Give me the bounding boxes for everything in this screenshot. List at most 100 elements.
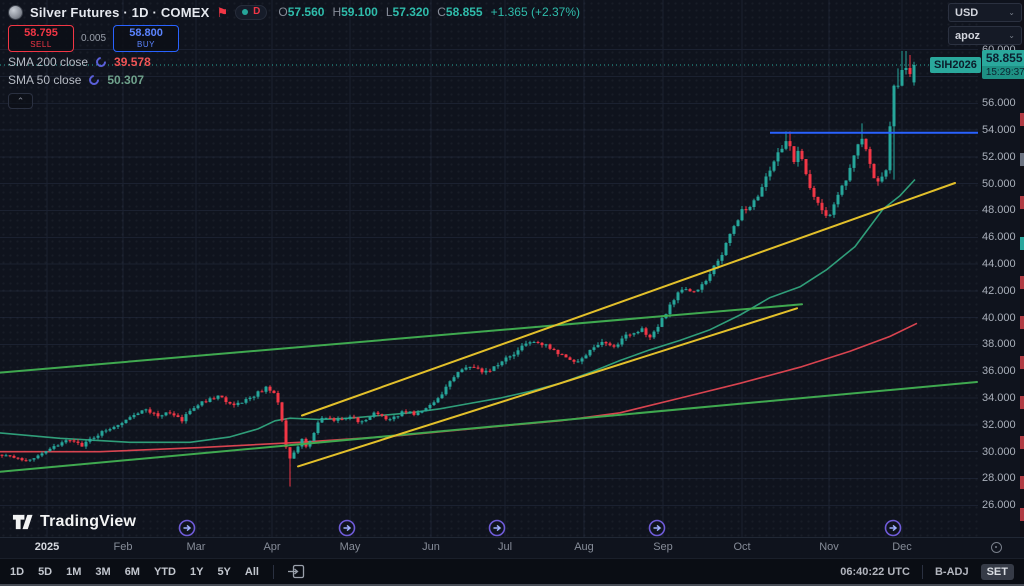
candle-body — [152, 412, 156, 414]
price-axis[interactable]: 60.00056.00054.00052.00050.00048.00046.0… — [978, 0, 1020, 537]
market-status-toggle[interactable]: D — [235, 4, 268, 20]
yellow-wedge-upper-trendline[interactable] — [301, 182, 956, 417]
candle-body — [288, 447, 292, 459]
edge-mark — [1020, 508, 1024, 521]
candle-body — [64, 440, 68, 443]
candle-body — [424, 408, 428, 411]
candle-body — [292, 452, 296, 459]
chart-canvas[interactable]: Silver Futures · 1D · COMEX ⚑ D O57.560 … — [0, 0, 1024, 537]
candle-body — [240, 402, 244, 404]
candle-body — [8, 455, 12, 457]
time-axis[interactable]: 2025 Feb Mar Apr May Jun Jul Aug Sep Oct Nov Dec — [0, 537, 1024, 558]
sell-button[interactable]: 58.795 SELL — [8, 25, 74, 52]
price-axis-label: 46.000 — [982, 231, 1016, 244]
candle-body — [540, 342, 544, 346]
interval-label: 1D — [131, 4, 149, 20]
candle-body — [632, 333, 636, 335]
candle-body — [608, 343, 612, 346]
candle-body — [636, 331, 640, 334]
candle-body — [120, 423, 124, 426]
candle-body — [520, 345, 524, 351]
unit-selectors: USD ⌄ apoz ⌄ — [948, 3, 1022, 45]
timezone-clock-icon[interactable] — [991, 542, 1002, 553]
time-axis-label: May — [339, 541, 361, 553]
green-channel-lower-trendline[interactable] — [0, 381, 978, 473]
unit-selector[interactable]: apoz ⌄ — [948, 26, 1022, 45]
candle-body — [136, 413, 140, 415]
yellow-wedge-lower-trendline[interactable] — [297, 307, 798, 468]
last-price-label: SIH2026 58.855 15:29:37 — [930, 50, 1024, 79]
candle-body — [856, 144, 860, 156]
candle-body — [404, 411, 408, 413]
candle-body — [620, 338, 624, 345]
candle-body — [768, 170, 772, 177]
range-tab-ytd[interactable]: YTD — [153, 565, 176, 578]
goto-date-button[interactable] — [287, 564, 305, 579]
candle-body — [72, 440, 76, 442]
candle-body — [412, 411, 416, 415]
candle-body — [752, 200, 756, 207]
contract-rollover-marker-icon[interactable] — [338, 519, 356, 537]
buy-button[interactable]: 58.800 BUY — [113, 25, 180, 52]
contract-rollover-marker-icon[interactable] — [488, 519, 506, 537]
candle-body — [612, 345, 616, 347]
range-tab-1y[interactable]: 1Y — [189, 565, 204, 578]
candle-body — [524, 343, 528, 346]
candle-body — [68, 440, 72, 442]
candle-body — [228, 402, 232, 404]
sma50-line[interactable] — [0, 178, 916, 444]
candlestick-chart[interactable] — [0, 0, 978, 537]
range-tab-5d[interactable]: 5D — [38, 565, 53, 578]
candle-body — [172, 413, 176, 416]
flag-icon[interactable]: ⚑ — [216, 4, 229, 20]
candle-body — [812, 188, 816, 197]
range-tab-5y[interactable]: 5Y — [217, 565, 231, 578]
candle-body — [852, 155, 856, 168]
indicator-row-sma200[interactable]: SMA 200 close 39.578 — [8, 54, 151, 70]
candle-body — [128, 417, 132, 420]
candle-body — [164, 412, 168, 416]
back-adjust-toggle[interactable]: B-ADJ — [934, 565, 969, 578]
range-tab-6m[interactable]: 6M — [124, 565, 140, 578]
price-axis-label: 48.000 — [982, 204, 1016, 217]
candle-body — [160, 415, 164, 417]
legend-collapse-button[interactable]: ⌃ — [8, 93, 33, 109]
currency-selector[interactable]: USD ⌄ — [948, 3, 1022, 22]
candle-body — [444, 386, 448, 395]
candle-body — [896, 85, 900, 87]
sma200-line[interactable] — [0, 322, 918, 453]
candle-body — [356, 417, 360, 423]
range-tab-3m[interactable]: 3M — [95, 565, 111, 578]
open-value: 57.560 — [287, 5, 325, 19]
candle-body — [604, 342, 608, 344]
edge-mark — [1020, 316, 1024, 329]
candle-body — [904, 68, 908, 70]
candle-body — [592, 347, 596, 350]
price-axis-label: 50.000 — [982, 177, 1016, 190]
candle-body — [476, 367, 480, 369]
bar-countdown: 15:29:37 — [981, 66, 1024, 79]
range-tab-all[interactable]: All — [244, 565, 259, 578]
tradingview-watermark[interactable]: TradingView — [12, 511, 136, 532]
settlement-toggle[interactable]: SET — [980, 563, 1014, 580]
time-axis-label: Jul — [497, 541, 513, 553]
candle-body — [872, 163, 876, 179]
candle-body — [296, 446, 300, 453]
candle-body — [860, 138, 864, 145]
contract-rollover-marker-icon[interactable] — [648, 519, 666, 537]
candle-body — [564, 354, 568, 358]
contract-rollover-marker-icon[interactable] — [178, 519, 196, 537]
candle-body — [716, 260, 720, 266]
price-axis-label: 54.000 — [982, 124, 1016, 137]
clock-utc[interactable]: 06:40:22 UTC — [840, 565, 910, 578]
candle-body — [440, 394, 444, 399]
contract-badge: SIH2026 — [930, 56, 981, 73]
range-tab-1d[interactable]: 1D — [10, 565, 25, 578]
indicator-row-sma50[interactable]: SMA 50 close 50.307 — [8, 72, 145, 88]
candle-body — [156, 413, 160, 417]
edge-mark — [1020, 153, 1024, 166]
range-tab-1m[interactable]: 1M — [66, 565, 82, 578]
contract-rollover-marker-icon[interactable] — [884, 519, 902, 537]
green-channel-upper-trendline[interactable] — [0, 303, 803, 374]
symbol-title[interactable]: Silver Futures · 1D · COMEX — [30, 4, 210, 20]
